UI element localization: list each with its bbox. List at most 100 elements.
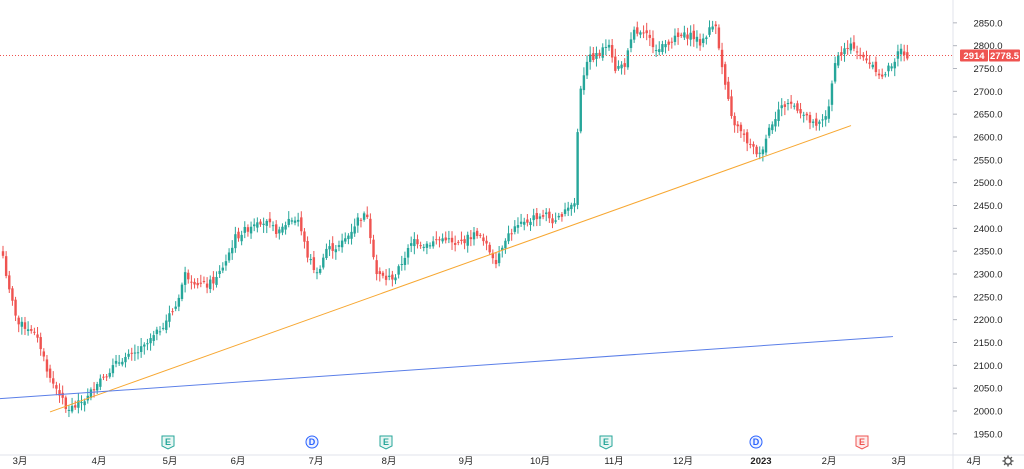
candle-body	[846, 47, 849, 49]
candle-body	[30, 329, 33, 331]
candle-body	[268, 218, 272, 223]
candle-body	[736, 124, 739, 127]
x-tick-label: 10月	[530, 456, 550, 467]
candle-body	[670, 41, 674, 43]
candle-body	[453, 243, 457, 245]
candle-body	[133, 352, 137, 354]
earnings-marker-icon[interactable]	[379, 435, 393, 450]
candle-body	[425, 243, 429, 248]
candle-body	[764, 138, 768, 153]
x-tick-label: 7月	[309, 456, 324, 467]
candle-body	[479, 234, 482, 236]
candle-body	[240, 234, 243, 242]
candle-body	[359, 219, 363, 221]
dividend-marker-icon[interactable]	[749, 435, 763, 449]
y-tick-label: 2650.0	[973, 110, 1002, 121]
candle-body	[99, 378, 102, 387]
candle-body	[702, 38, 705, 44]
x-tick-label: 3月	[892, 456, 907, 467]
x-tick-label: 12月	[673, 456, 693, 467]
candle-body	[422, 246, 425, 248]
candle-body	[287, 218, 290, 225]
candle-body	[234, 234, 237, 249]
candle-body	[174, 306, 177, 309]
orange-trendline[interactable]	[49, 125, 852, 413]
candle-body	[513, 226, 517, 232]
candle-body	[887, 65, 890, 72]
earnings-marker-icon[interactable]	[855, 435, 869, 450]
candle-body	[20, 321, 24, 327]
candle-body	[805, 113, 809, 116]
earnings-marker-icon[interactable]	[161, 435, 175, 450]
y-tick-label: 2550.0	[973, 155, 1002, 166]
candle-body	[378, 271, 381, 275]
candle-body	[296, 219, 300, 222]
candle-body	[654, 50, 658, 52]
candle-body	[570, 204, 573, 210]
candle-body	[237, 231, 240, 239]
candle-body	[808, 114, 812, 123]
settings-gear-icon[interactable]	[1002, 455, 1014, 467]
candle-body	[595, 52, 598, 59]
dividend-marker-icon[interactable]	[305, 435, 319, 449]
candle-body	[227, 252, 231, 261]
x-tick-label: 8月	[382, 456, 397, 467]
x-tick-label: 4月	[92, 456, 107, 467]
candle-body	[457, 241, 460, 243]
candle-body	[143, 344, 146, 347]
candle-body	[231, 247, 234, 254]
blue-trendline[interactable]	[0, 336, 894, 400]
candle-body	[724, 64, 727, 85]
candle-body	[777, 109, 780, 121]
candle-body	[318, 268, 322, 273]
x-tick-label: 2月	[822, 456, 837, 467]
candle-body	[610, 45, 614, 58]
candle-body	[818, 121, 821, 124]
candle-body	[501, 247, 504, 251]
candle-body	[183, 272, 187, 285]
y-tick-label: 2250.0	[973, 292, 1002, 303]
candle-body	[579, 88, 582, 132]
candle-body	[74, 405, 77, 408]
candle-body	[171, 311, 174, 313]
candle-body	[322, 257, 325, 268]
candle-body	[83, 401, 86, 406]
candle-body	[604, 46, 608, 48]
earnings-marker-icon[interactable]	[599, 435, 613, 450]
candle-body	[541, 215, 545, 217]
candle-body	[209, 279, 212, 290]
candle-body	[290, 220, 294, 222]
candle-body	[190, 281, 193, 283]
y-tick-label: 2400.0	[973, 224, 1002, 235]
candle-body	[651, 38, 655, 48]
candle-body	[648, 34, 652, 38]
candle-body	[855, 51, 859, 53]
candle-body	[469, 237, 473, 240]
candle-body	[786, 102, 790, 105]
candle-body	[636, 27, 639, 34]
candle-body	[293, 220, 297, 223]
candle-body	[300, 217, 303, 232]
candle-body	[158, 331, 162, 333]
candle-body	[274, 224, 278, 234]
candle-body	[482, 237, 485, 242]
candle-body	[413, 239, 416, 247]
event-marker-letter: E	[383, 437, 389, 447]
event-marker-letter: D	[309, 437, 316, 447]
candle-body	[463, 239, 466, 244]
candle-body	[111, 365, 115, 374]
candle-body	[504, 240, 507, 249]
y-tick-label: 2050.0	[973, 384, 1002, 395]
candles-group	[1, 20, 909, 418]
candle-body	[403, 257, 407, 265]
candle-body	[906, 52, 909, 59]
candle-body	[755, 146, 758, 155]
x-tick-label: 11月	[604, 456, 623, 467]
candle-body	[529, 221, 532, 226]
candle-body	[435, 239, 438, 241]
candle-body	[117, 362, 121, 364]
candle-body	[686, 34, 689, 39]
candle-body	[601, 47, 604, 58]
